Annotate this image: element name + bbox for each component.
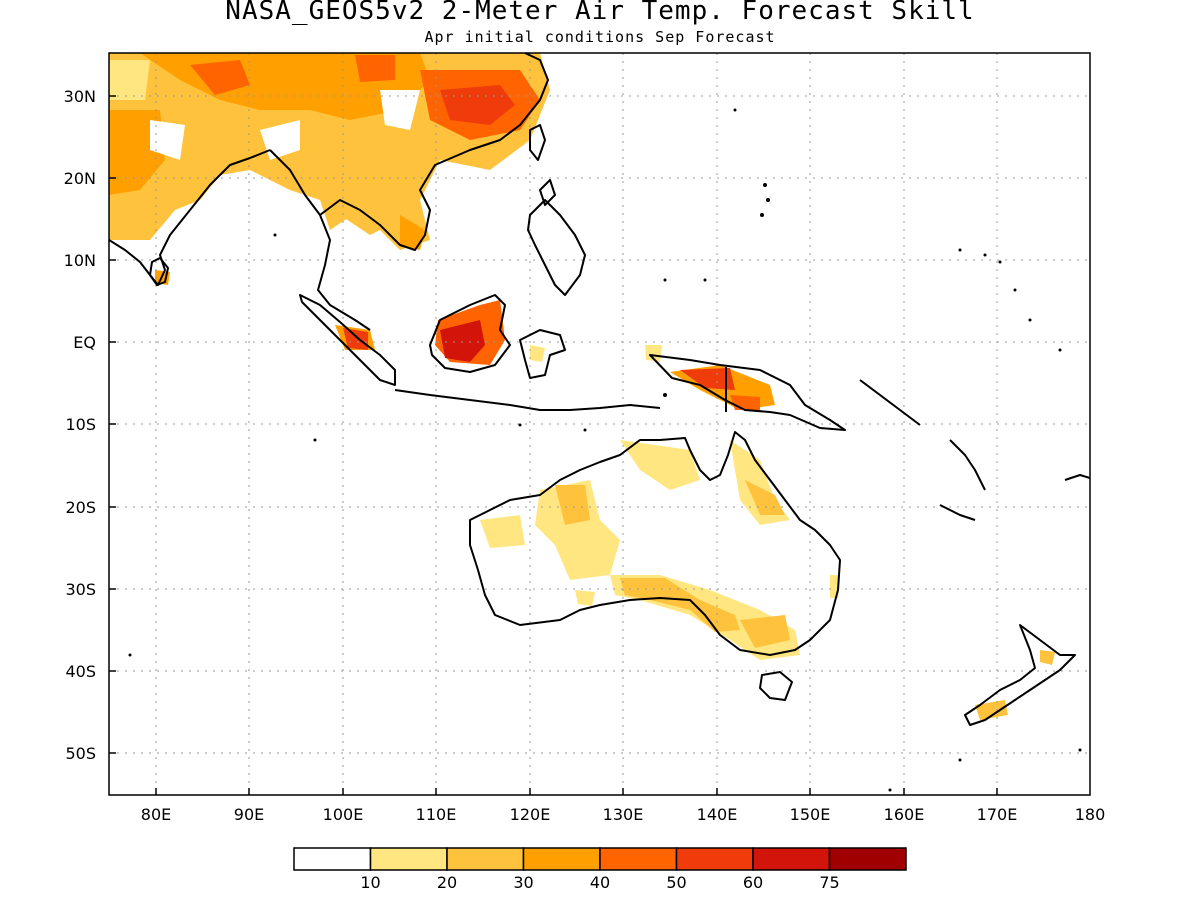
colorbar-swatch <box>522 847 601 871</box>
colorbar-swatch <box>446 847 525 871</box>
colorbar-swatch <box>599 847 678 871</box>
colorbar-label: 20 <box>437 873 457 892</box>
colorbar: 10 20 30 40 50 60 75 <box>293 847 907 892</box>
lat-label: EQ <box>73 333 96 352</box>
lon-label: 170E <box>977 805 1018 824</box>
colorbar-label: 75 <box>819 873 839 892</box>
map-content <box>109 53 1090 795</box>
colorbar-label: 30 <box>513 873 533 892</box>
lon-label: 180 <box>1075 805 1106 824</box>
lon-label: 80E <box>141 805 171 824</box>
colorbar-label: 50 <box>666 873 686 892</box>
axis-ticks <box>109 95 998 795</box>
island-dots <box>128 108 1082 792</box>
lat-label: 50S <box>65 744 96 763</box>
lat-label: 30N <box>64 87 96 106</box>
lon-label: 100E <box>323 805 364 824</box>
map-title: NASA_GEOS5v2 2-Meter Air Temp. Forecast … <box>225 0 975 26</box>
lat-label: 10S <box>65 415 96 434</box>
skill-shading <box>109 53 1055 720</box>
colorbar-swatch <box>675 847 754 871</box>
map-subtitle: Apr initial conditions Sep Forecast <box>424 28 776 46</box>
lat-label: 40S <box>65 662 96 681</box>
colorbar-swatch <box>752 847 831 871</box>
lon-label: 140E <box>697 805 738 824</box>
lon-label: 120E <box>510 805 551 824</box>
lat-label: 30S <box>65 580 96 599</box>
lon-label: 150E <box>790 805 831 824</box>
colorbar-label: 40 <box>590 873 610 892</box>
colorbar-swatch <box>293 847 372 871</box>
coastlines <box>109 53 1090 726</box>
lat-label: 10N <box>64 251 96 270</box>
lon-axis-labels: 80E 90E 100E 110E 120E 130E 140E 150E 16… <box>141 805 1106 824</box>
colorbar-label: 10 <box>360 873 380 892</box>
lon-label: 90E <box>234 805 264 824</box>
lat-label: 20S <box>65 498 96 517</box>
colorbar-label: 60 <box>743 873 763 892</box>
lon-label: 110E <box>416 805 457 824</box>
lon-label: 160E <box>884 805 925 824</box>
colorbar-swatch <box>828 847 907 871</box>
grid-lines <box>109 53 1090 795</box>
lat-label: 20N <box>64 169 96 188</box>
lat-axis-labels: 30N 20N 10N EQ 10S 20S 30S 40S 50S <box>64 87 96 763</box>
colorbar-swatch <box>369 847 448 871</box>
lon-label: 130E <box>603 805 644 824</box>
